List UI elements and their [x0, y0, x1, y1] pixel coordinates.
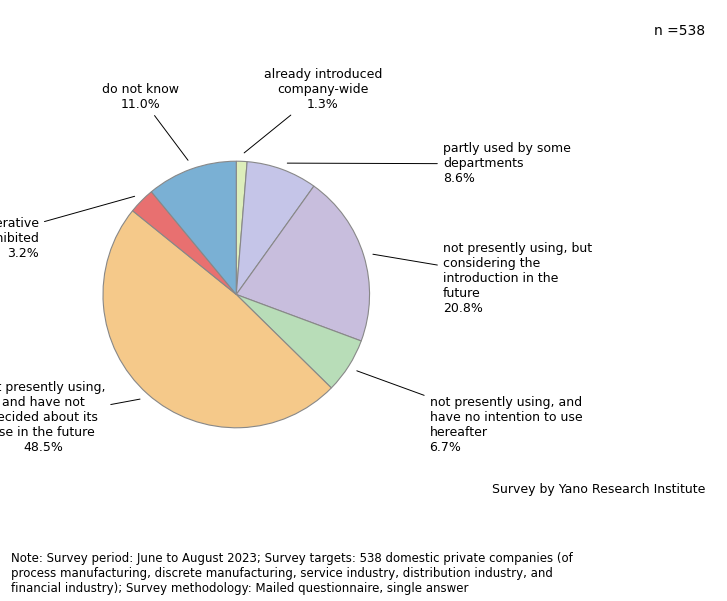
Text: not presently using, and
have no intention to use
hereafter
6.7%: not presently using, and have no intenti… — [357, 371, 582, 454]
Text: not presently using,
and have not
decided about its
use in the future
48.5%: not presently using, and have not decide… — [0, 380, 140, 454]
Wedge shape — [236, 161, 247, 294]
Wedge shape — [236, 186, 369, 341]
Text: partly used by some
departments
8.6%: partly used by some departments 8.6% — [287, 142, 571, 185]
Text: already introduced
company-wide
1.3%: already introduced company-wide 1.3% — [244, 67, 382, 153]
Wedge shape — [236, 162, 314, 294]
Wedge shape — [151, 161, 236, 294]
Wedge shape — [103, 211, 332, 428]
Wedge shape — [236, 294, 361, 388]
Text: Note: Survey period: June to August 2023; Survey targets: 538 domestic private c: Note: Survey period: June to August 2023… — [11, 552, 573, 595]
Text: not presently using, but
considering the
introduction in the
future
20.8%: not presently using, but considering the… — [373, 242, 592, 315]
Text: do not know
11.0%: do not know 11.0% — [102, 82, 188, 160]
Text: Survey by Yano Research Institute: Survey by Yano Research Institute — [491, 483, 705, 496]
Text: use of generative
AI is prohibited
3.2%: use of generative AI is prohibited 3.2% — [0, 197, 134, 260]
Text: n =538: n =538 — [654, 24, 705, 38]
Wedge shape — [132, 192, 236, 294]
